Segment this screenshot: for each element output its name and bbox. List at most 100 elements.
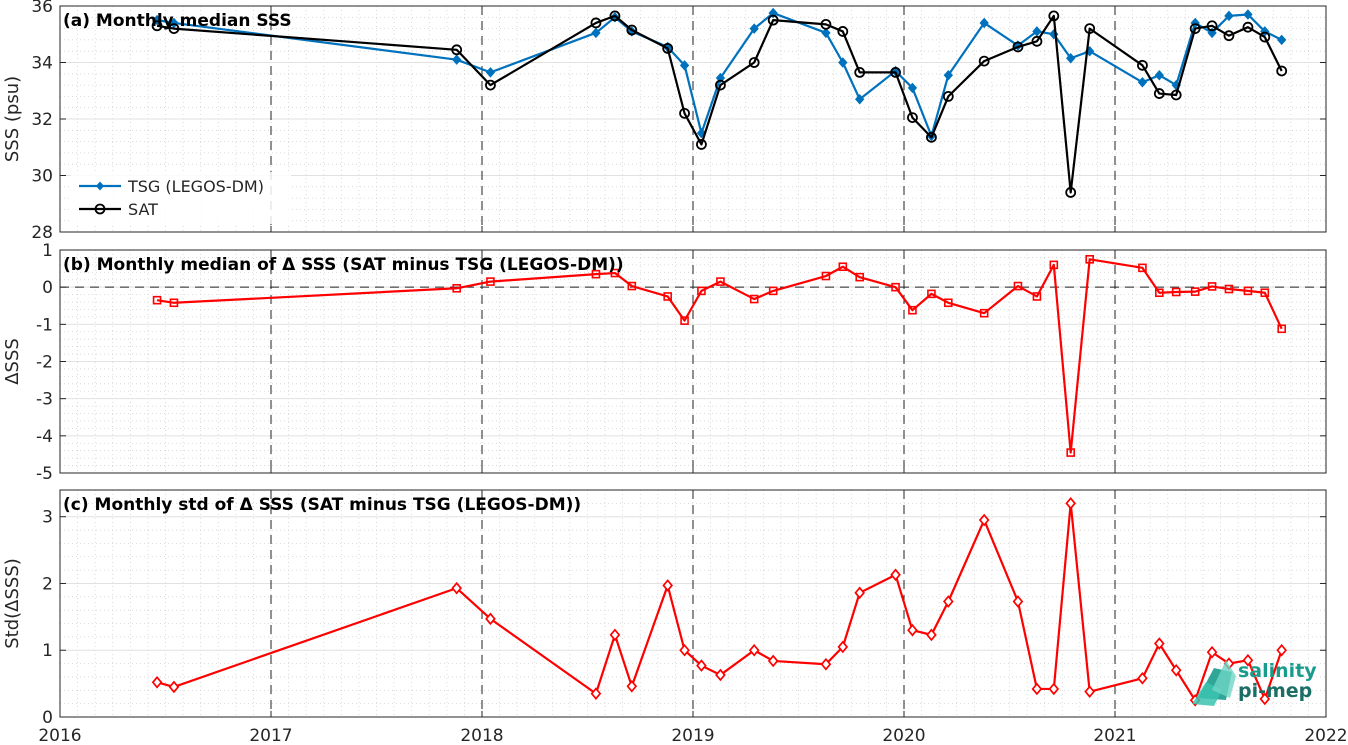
data-point [485,67,496,78]
data-point [1224,10,1234,22]
data-point [838,57,848,68]
data-point [1189,23,1201,35]
y-axis-label: ΔSSS [2,338,23,385]
data-point [590,687,602,700]
data-point [979,308,989,318]
y-tick-label: 30 [31,167,53,187]
x-tick-label: 2017 [249,726,292,745]
panel-a: 28 30 32 34 36 SSS (psu) (a) Monthly median SS… [2,0,1327,243]
data-point [1223,30,1235,42]
x-tick-label: 2016 [38,726,81,745]
y-axis-label: SSS (psu) [2,76,23,162]
data-point [1048,10,1060,22]
data-point [1277,34,1287,46]
x-tick-label: 2022 [1304,726,1347,745]
data-point [627,281,637,291]
data-point [1243,9,1253,20]
data-point [749,23,759,34]
y-tick-label: 32 [31,110,53,130]
data-point [768,286,778,296]
data-point [854,66,866,78]
data-point [1259,692,1271,706]
x-tick-label: 2018 [460,726,503,745]
data-point [452,283,461,293]
data-point [1137,59,1148,71]
data-point [1065,187,1077,198]
x-axis-tick-labels: 2016 2017 2018 2019 2020 2021 2022 [38,726,1347,745]
data-point [926,131,937,143]
data-point [838,262,848,272]
data-point [767,14,779,26]
data-point [663,292,672,301]
data-point [1012,595,1024,608]
data-point [855,93,865,105]
data-point [716,277,725,286]
data-point [908,305,917,315]
y-axis-label: Std(ΔSSS) [2,558,23,649]
y-tick-label: 34 [31,54,53,74]
panel-b: -5 -4 -3 -2 -1 0 1 ΔSSS (b) Monthly median of Δ … [2,241,1327,484]
data-point [152,295,162,305]
data-point [979,17,989,29]
data-point [1170,663,1182,677]
data-point [1171,287,1181,297]
data-point [1243,286,1253,296]
data-point [890,568,901,582]
data-point [696,139,707,150]
panel-title: (b) Monthly median of Δ SSS (SAT minus T… [63,255,624,275]
data-point [1242,21,1254,33]
data-point [944,298,953,308]
data-point [1207,27,1217,39]
data-point [680,316,689,325]
data-point [591,27,601,39]
data-point [820,657,832,671]
data-point [1012,41,1024,53]
data-point [890,66,901,78]
data-point [1084,23,1096,35]
legend-label: SAT [128,200,158,219]
data-point [1224,284,1234,294]
data-point [1190,287,1200,296]
y-tick-label: -2 [36,353,53,373]
data-point [679,107,690,119]
y-tick-label: 28 [31,223,53,243]
data-point [679,643,690,657]
data-point [891,282,900,292]
data-point [1155,288,1164,298]
y-tick-label: 1 [42,241,53,261]
data-point [854,586,866,600]
data-point [662,579,673,592]
data-point [1276,643,1288,657]
data-point [168,23,180,35]
data-point [1259,31,1271,43]
data-point [1137,671,1148,685]
data-point [1277,324,1286,334]
data-point [767,654,779,668]
data-point [1031,682,1043,696]
logo-text-line2: pi-mep [1238,680,1312,702]
series-line [156,258,1283,454]
data-point [1085,254,1094,264]
data-point [837,26,849,37]
legend-box [71,172,291,224]
data-point [748,643,760,657]
data-point [626,24,638,36]
data-point [451,581,462,595]
data-point [168,680,180,694]
data-point [485,79,496,91]
data-point [1084,685,1095,698]
y-tick-label: 36 [31,0,53,17]
panel-title: (c) Monthly std of Δ SSS (SAT minus TSG … [63,495,581,515]
y-tick-label: -4 [36,427,53,447]
data-point [1065,497,1077,510]
data-point [151,20,163,32]
data-point [907,112,918,123]
y-tick-label: 1 [42,641,53,661]
legend-marker [94,203,106,215]
data-point [942,595,954,608]
y-tick-label: 0 [42,278,53,298]
data-point [1137,77,1148,88]
data-point [679,60,690,71]
legend-marker [96,181,104,191]
